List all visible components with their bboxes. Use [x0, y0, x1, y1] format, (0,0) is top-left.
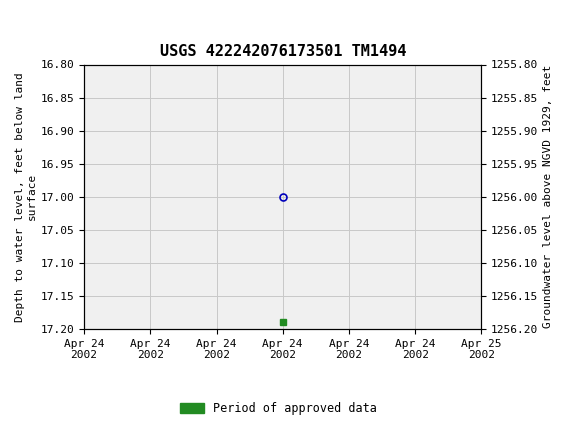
Y-axis label: Groundwater level above NGVD 1929, feet: Groundwater level above NGVD 1929, feet: [542, 65, 553, 329]
Legend: Period of approved data: Period of approved data: [175, 397, 382, 420]
Title: USGS 422242076173501 TM1494: USGS 422242076173501 TM1494: [160, 44, 406, 59]
Text: ▓USGS: ▓USGS: [9, 12, 63, 33]
Y-axis label: Depth to water level, feet below land
surface: Depth to water level, feet below land su…: [15, 72, 37, 322]
